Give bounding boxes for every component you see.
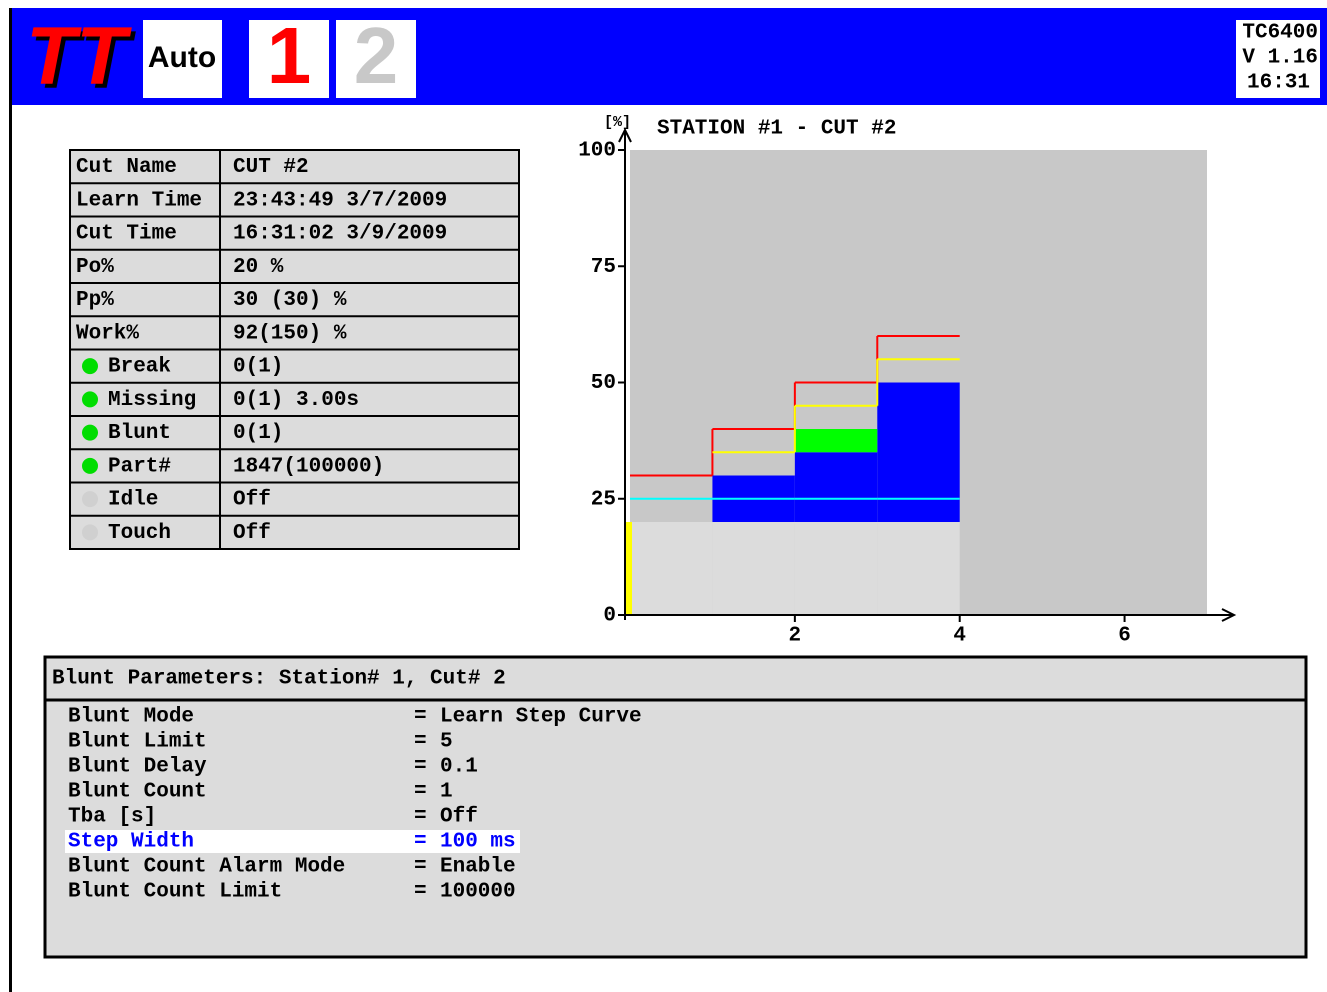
- time: 16:31: [1247, 72, 1310, 95]
- selected-row: [65, 830, 520, 853]
- param-separator: =: [414, 781, 427, 804]
- param-name: Blunt Count Limit: [68, 881, 282, 904]
- row-label: Idle: [108, 489, 158, 512]
- param-value: Off: [440, 806, 478, 829]
- param-value: 100000: [440, 881, 516, 904]
- y-tick-label: 50: [591, 372, 616, 395]
- row-value: 0(1): [233, 422, 283, 445]
- row-label: Break: [108, 356, 171, 379]
- y-tick-label: 25: [591, 488, 616, 511]
- param-separator: =: [414, 756, 427, 779]
- logo-shadow: TT: [30, 15, 136, 106]
- param-separator: =: [414, 706, 427, 729]
- version: V 1.16: [1242, 47, 1318, 70]
- row-value: 30 (30) %: [233, 289, 347, 312]
- y-tick-label: 100: [578, 140, 616, 163]
- chart-title: STATION #1 - CUT #2: [657, 118, 896, 141]
- status-led: [82, 424, 98, 441]
- x-tick-label: 4: [953, 625, 966, 648]
- param-value: 5: [440, 731, 453, 754]
- params-title: Blunt Parameters: Station# 1, Cut# 2: [52, 668, 506, 691]
- header-bar: [12, 8, 1327, 105]
- mode: Auto: [148, 41, 216, 74]
- row-value: Off: [233, 522, 271, 545]
- row-value: 92(150) %: [233, 322, 347, 345]
- row-label: Touch: [108, 522, 171, 545]
- y-tick-label: 75: [591, 256, 616, 279]
- x-tick-label: 6: [1118, 625, 1131, 648]
- row-label: Learn Time: [76, 189, 202, 212]
- param-separator: =: [414, 806, 427, 829]
- step-band: [794, 522, 878, 615]
- row-label: Po%: [76, 256, 114, 279]
- param-value: 0.1: [440, 756, 478, 779]
- param-name: Blunt Limit: [68, 731, 207, 754]
- model: TC6400: [1242, 22, 1318, 45]
- param-separator: =: [414, 731, 427, 754]
- param-value: Enable: [440, 856, 516, 879]
- station-box: [249, 20, 329, 98]
- y-tick-label: 0: [603, 605, 616, 628]
- station-box: [336, 20, 416, 98]
- param-separator: =: [414, 881, 427, 904]
- param-value: Learn Step Curve: [440, 706, 642, 729]
- param-value: 100 ms: [440, 831, 516, 854]
- status-led: [82, 391, 98, 408]
- params-panel: [43, 655, 1308, 959]
- station-number: 2: [354, 11, 399, 100]
- row-value: 20 %: [233, 256, 284, 279]
- left-border: [9, 8, 12, 992]
- param-separator: =: [414, 856, 427, 879]
- param-name: Step Width: [68, 831, 194, 854]
- status-led: [82, 457, 98, 474]
- row-value: 0(1) 3.00s: [233, 389, 359, 412]
- row-value: Off: [233, 489, 271, 512]
- x-tick-label: 2: [789, 625, 802, 648]
- y-axis-arrow: [618, 127, 632, 143]
- param-name: Blunt Delay: [68, 756, 207, 779]
- step-band: [794, 452, 878, 522]
- param-name: Blunt Mode: [68, 706, 194, 729]
- param-name: Blunt Count: [68, 781, 207, 804]
- param-separator: =: [414, 831, 427, 854]
- status-led: [82, 524, 98, 541]
- status-led: [82, 358, 98, 375]
- x-axis-arrow: [1221, 608, 1237, 622]
- row-label: Cut Name: [76, 156, 177, 179]
- row-label: Work%: [76, 322, 139, 345]
- row-label: Part#: [108, 455, 171, 478]
- row-value: CUT #2: [233, 156, 309, 179]
- step-band: [630, 522, 713, 615]
- logo: TT: [26, 11, 132, 102]
- row-label: Blunt: [108, 422, 171, 445]
- status-led: [82, 491, 98, 508]
- param-value: 1: [440, 781, 453, 804]
- station-number: 1: [267, 11, 312, 100]
- param-name: Tba [s]: [68, 806, 156, 829]
- param-name: Blunt Count Alarm Mode: [68, 856, 345, 879]
- row-value: 1847(100000): [233, 455, 384, 478]
- row-label: Cut Time: [76, 223, 177, 246]
- version-box: [1236, 20, 1320, 98]
- step-band: [877, 522, 960, 615]
- row-value: 23:43:49 3/7/2009: [233, 189, 447, 212]
- row-value: 16:31:02 3/9/2009: [233, 223, 447, 246]
- step-band: [877, 382, 960, 522]
- y-axis-label: [%]: [604, 114, 631, 131]
- row-label: Missing: [108, 389, 196, 412]
- start-marker: [625, 522, 632, 615]
- row-value: 0(1): [233, 356, 283, 379]
- step-band: [712, 522, 795, 615]
- row-label: Pp%: [76, 289, 114, 312]
- mode-box: [143, 20, 222, 98]
- step-band: [794, 429, 878, 453]
